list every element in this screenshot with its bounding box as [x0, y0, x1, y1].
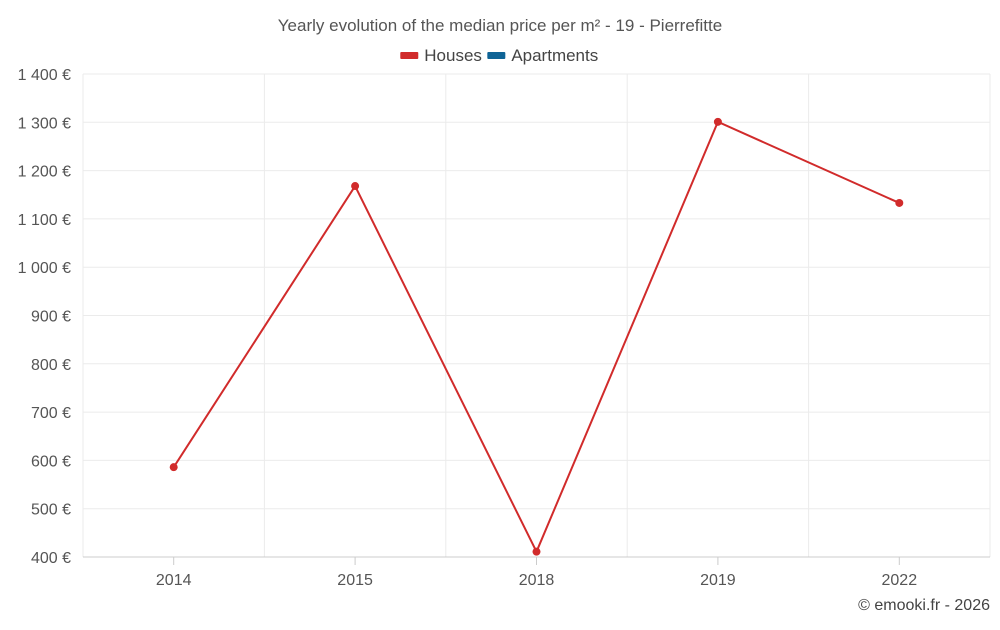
legend: Houses Apartments	[400, 46, 598, 65]
x-tick-label: 2018	[519, 572, 555, 589]
y-tick-label: 1 400 €	[18, 67, 71, 84]
y-tick-label: 600 €	[31, 453, 71, 470]
y-tick-label: 1 200 €	[18, 164, 71, 181]
y-tick-label: 1 300 €	[18, 115, 71, 132]
y-tick-label: 1 100 €	[18, 212, 71, 229]
data-point-2015	[351, 182, 360, 191]
x-tick-label: 2015	[337, 572, 373, 589]
data-point-2018	[532, 547, 541, 556]
x-axis: 2014 2015 2018 2019 2022	[83, 556, 990, 589]
chart-title: Yearly evolution of the median price per…	[278, 16, 722, 35]
x-tick-label: 2019	[700, 572, 736, 589]
data-point-2019	[713, 117, 722, 126]
data-point-2022	[895, 198, 904, 207]
legend-label-houses: Houses	[424, 46, 482, 65]
x-tick-label: 2014	[156, 572, 192, 589]
data-point-2014	[169, 463, 178, 472]
series-layer	[169, 117, 904, 556]
series-line-houses	[172, 120, 900, 553]
y-tick-label: 400 €	[31, 550, 71, 567]
y-tick-label: 900 €	[31, 309, 71, 326]
grid	[82, 73, 991, 558]
legend-swatch-houses	[400, 52, 419, 59]
legend-swatch-apartments	[487, 52, 506, 59]
credit-text: © emooki.fr - 2026	[858, 597, 990, 614]
y-tick-label: 1 000 €	[18, 260, 71, 277]
y-tick-label: 500 €	[31, 502, 71, 519]
y-tick-label: 700 €	[31, 405, 71, 422]
y-axis: 400 € 500 € 600 € 700 € 800 € 900 € 1 000 € 1 1…	[18, 67, 71, 567]
y-tick-label: 800 €	[31, 357, 71, 374]
x-tick-label: 2022	[882, 572, 918, 589]
legend-label-apartments: Apartments	[511, 46, 598, 65]
